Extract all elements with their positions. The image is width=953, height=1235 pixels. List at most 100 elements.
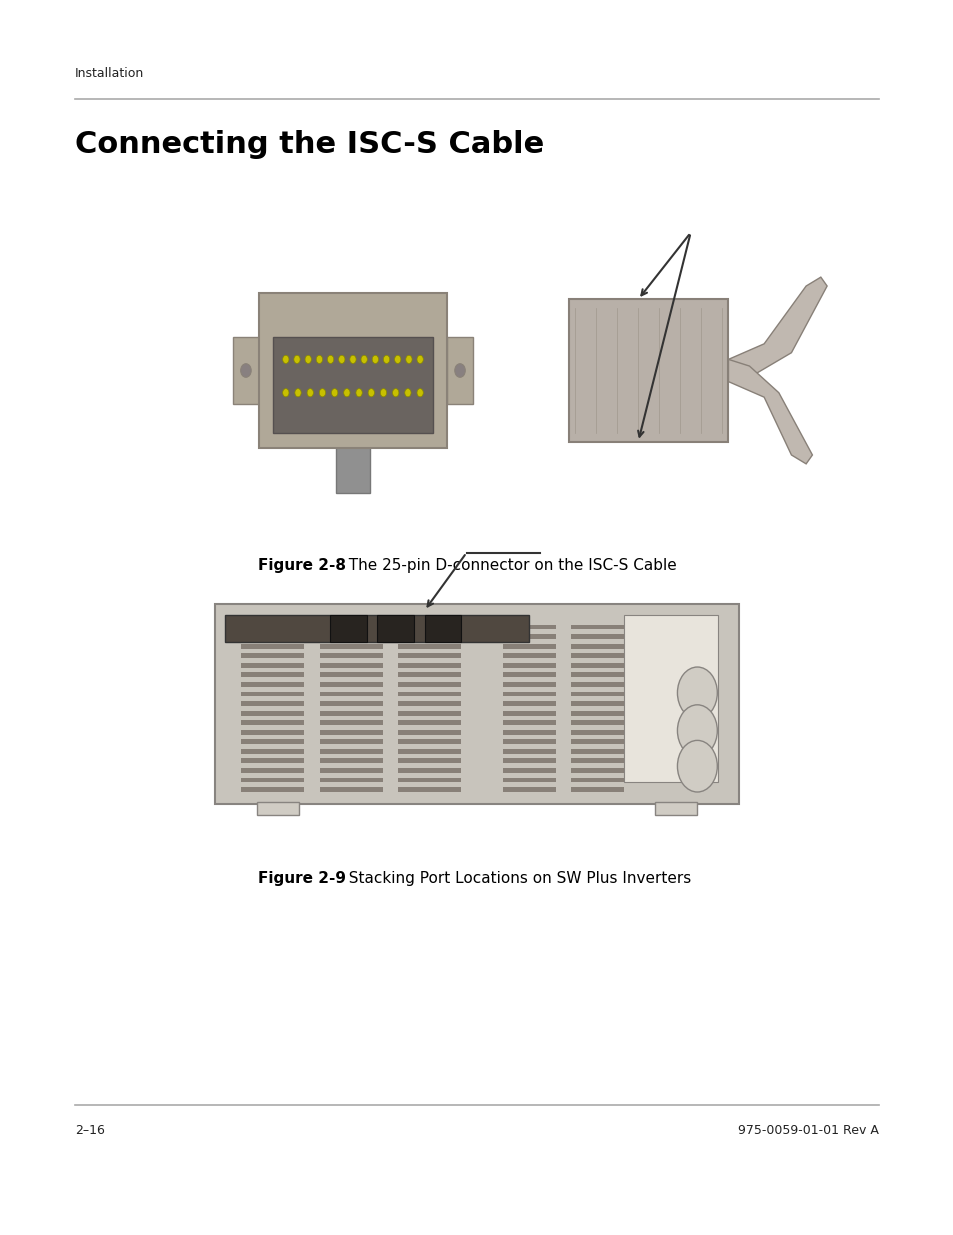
Circle shape	[393, 389, 398, 396]
Bar	[398, 653, 461, 658]
Text: 975-0059-01-01 Rev A: 975-0059-01-01 Rev A	[738, 1124, 878, 1137]
Bar	[319, 653, 382, 658]
Bar	[571, 740, 623, 745]
Bar	[571, 682, 623, 687]
Bar	[319, 730, 382, 735]
Bar	[319, 663, 382, 668]
Bar	[376, 615, 414, 642]
Circle shape	[316, 356, 322, 363]
Bar	[240, 643, 303, 648]
Bar	[240, 740, 303, 745]
Bar	[398, 768, 461, 773]
Bar	[571, 625, 623, 630]
Bar	[503, 748, 555, 753]
Bar	[503, 672, 555, 677]
Circle shape	[380, 389, 386, 396]
Bar	[398, 740, 461, 745]
Bar	[319, 634, 382, 638]
Bar	[571, 663, 623, 668]
Bar	[240, 634, 303, 638]
Bar	[398, 625, 461, 630]
Bar	[571, 653, 623, 658]
Bar	[571, 748, 623, 753]
Circle shape	[372, 356, 378, 363]
Bar	[319, 692, 382, 697]
Bar	[655, 802, 697, 815]
Bar	[571, 768, 623, 773]
Circle shape	[416, 389, 423, 396]
Bar	[503, 701, 555, 706]
Bar	[623, 615, 718, 782]
Bar	[571, 787, 623, 792]
Bar	[568, 299, 728, 442]
Bar	[503, 643, 555, 648]
Bar	[503, 710, 555, 715]
Bar	[398, 720, 461, 725]
Polygon shape	[728, 277, 826, 382]
Bar	[503, 625, 555, 630]
Bar	[571, 672, 623, 677]
Circle shape	[282, 389, 289, 396]
Bar	[503, 720, 555, 725]
Bar	[319, 672, 382, 677]
Bar	[319, 758, 382, 763]
Bar	[571, 692, 623, 697]
Circle shape	[677, 667, 717, 719]
Bar	[240, 778, 303, 783]
Circle shape	[305, 356, 311, 363]
Text: Connecting the ISC-S Cable: Connecting the ISC-S Cable	[75, 130, 543, 158]
Circle shape	[455, 363, 465, 378]
Circle shape	[338, 356, 345, 363]
Bar	[398, 730, 461, 735]
Bar	[398, 710, 461, 715]
Bar	[240, 682, 303, 687]
Bar	[240, 625, 303, 630]
Bar	[398, 787, 461, 792]
Bar	[503, 634, 555, 638]
Bar	[398, 701, 461, 706]
Bar	[503, 740, 555, 745]
Bar	[214, 604, 739, 804]
Circle shape	[343, 389, 350, 396]
Bar	[233, 337, 258, 404]
Bar	[319, 682, 382, 687]
Bar	[319, 720, 382, 725]
Bar	[398, 643, 461, 648]
Text: Figure 2-8: Figure 2-8	[257, 558, 345, 573]
Bar	[225, 615, 529, 642]
Bar	[571, 758, 623, 763]
Circle shape	[383, 356, 389, 363]
Bar	[319, 643, 382, 648]
Bar	[240, 701, 303, 706]
Circle shape	[405, 356, 412, 363]
Circle shape	[240, 363, 251, 378]
Bar	[240, 692, 303, 697]
Bar	[503, 663, 555, 668]
Bar	[319, 778, 382, 783]
Text: The 25-pin D-connector on the ISC-S Cable: The 25-pin D-connector on the ISC-S Cabl…	[338, 558, 676, 573]
Bar	[503, 787, 555, 792]
Bar	[398, 778, 461, 783]
Circle shape	[282, 356, 289, 363]
Bar	[503, 730, 555, 735]
Circle shape	[395, 356, 400, 363]
Polygon shape	[728, 359, 812, 464]
Circle shape	[355, 389, 362, 396]
Bar	[398, 682, 461, 687]
Bar	[503, 778, 555, 783]
Bar	[398, 634, 461, 638]
Bar	[398, 748, 461, 753]
Bar	[319, 701, 382, 706]
Bar	[240, 720, 303, 725]
Bar	[398, 692, 461, 697]
Text: Figure 2-9: Figure 2-9	[257, 871, 345, 885]
Bar	[240, 748, 303, 753]
Circle shape	[677, 705, 717, 756]
Bar	[571, 730, 623, 735]
Bar	[571, 778, 623, 783]
Bar	[503, 653, 555, 658]
Bar	[240, 768, 303, 773]
Bar	[319, 740, 382, 745]
Bar	[330, 615, 366, 642]
Bar	[240, 758, 303, 763]
